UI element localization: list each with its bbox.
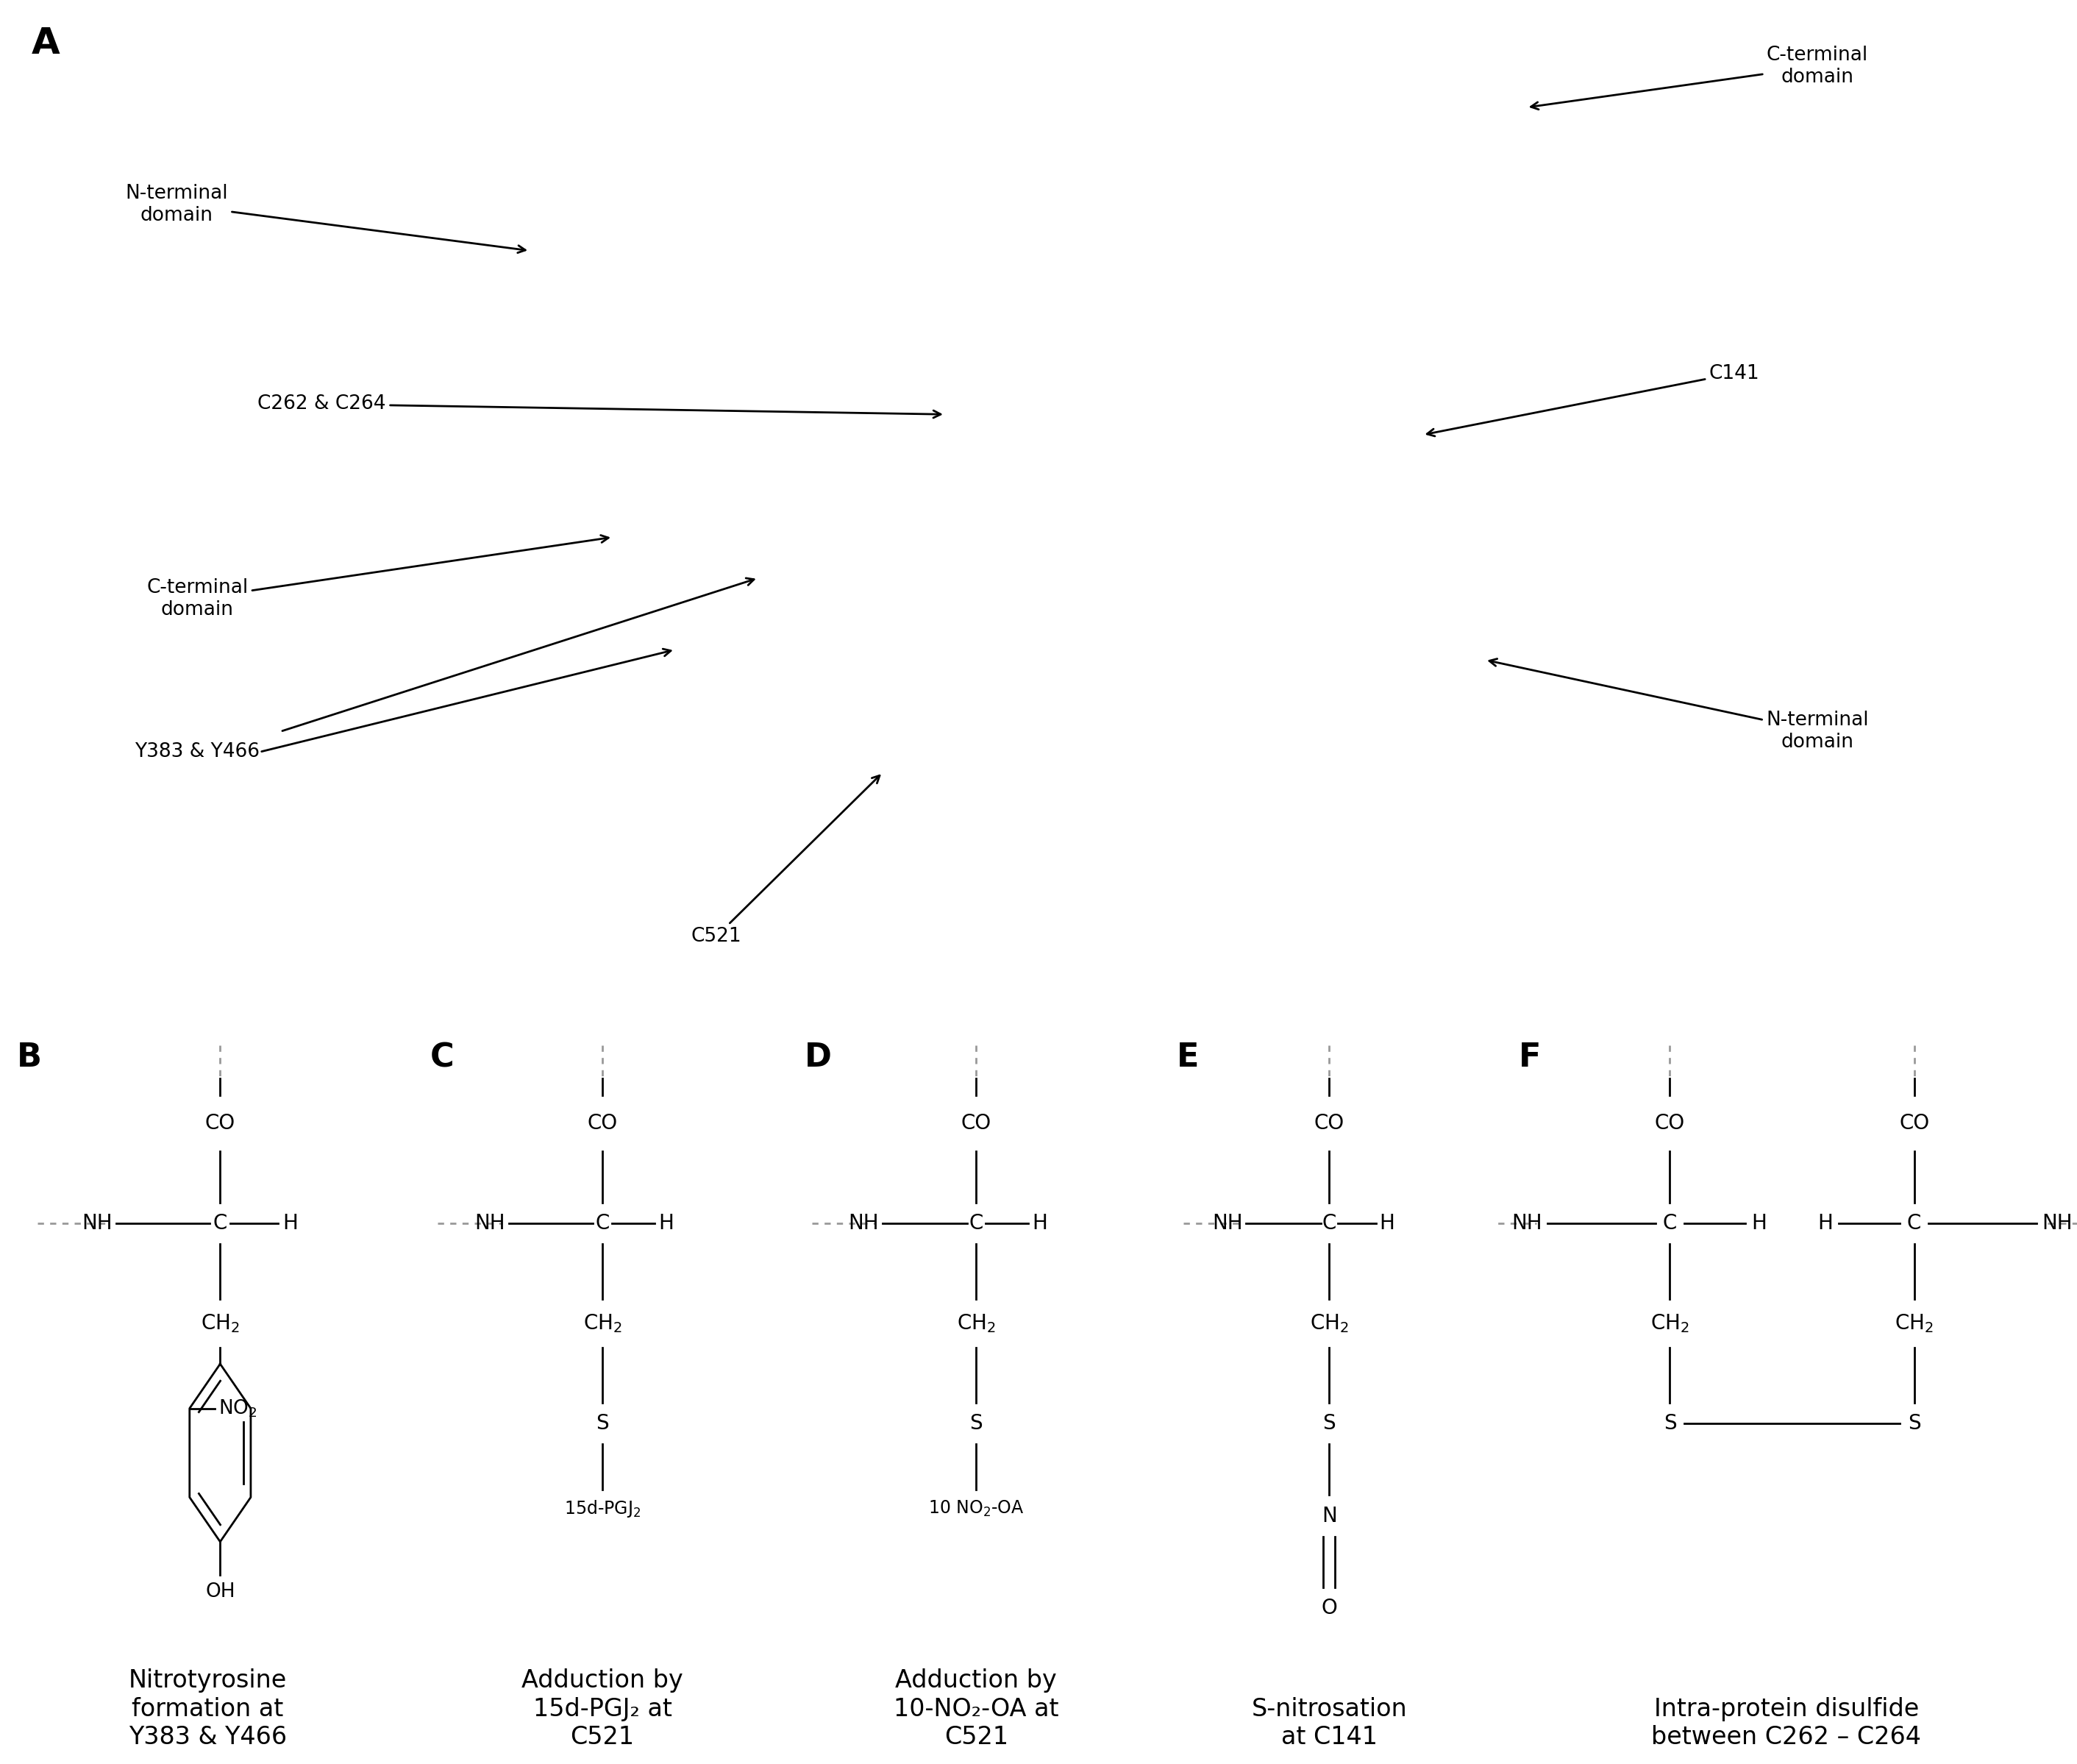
Text: NH: NH (847, 1214, 879, 1233)
Text: S-nitrosation
at C141: S-nitrosation at C141 (1252, 1697, 1406, 1750)
Text: H: H (1817, 1214, 1832, 1233)
Text: NH: NH (2042, 1214, 2073, 1233)
Text: CO: CO (206, 1113, 235, 1134)
Text: Y383 & Y466: Y383 & Y466 (135, 743, 260, 762)
Text: CO: CO (1315, 1113, 1344, 1134)
Text: NH: NH (1512, 1214, 1541, 1233)
Text: 10 NO$_2$-OA: 10 NO$_2$-OA (928, 1499, 1024, 1519)
Text: CH$_2$: CH$_2$ (201, 1312, 239, 1334)
Text: CH$_2$: CH$_2$ (957, 1312, 995, 1334)
Text: C-terminal
domain: C-terminal domain (1531, 46, 1867, 109)
Text: S: S (1323, 1413, 1336, 1434)
Text: CO: CO (1655, 1113, 1684, 1134)
Text: F: F (1518, 1041, 1541, 1073)
Text: NO$_2$: NO$_2$ (218, 1397, 258, 1418)
Text: CO: CO (1898, 1113, 1930, 1134)
Text: S: S (1664, 1413, 1676, 1434)
Text: C: C (970, 1214, 982, 1233)
Text: NH: NH (1213, 1214, 1242, 1233)
Text: C262 & C264: C262 & C264 (258, 395, 941, 418)
Text: D: D (804, 1041, 831, 1073)
Text: CH$_2$: CH$_2$ (1651, 1312, 1689, 1334)
Text: N-terminal
domain: N-terminal domain (125, 183, 525, 252)
Text: S: S (1907, 1413, 1921, 1434)
Text: C: C (1664, 1214, 1676, 1233)
Text: S: S (596, 1413, 609, 1434)
Text: B: B (17, 1041, 42, 1073)
Text: CH$_2$: CH$_2$ (584, 1312, 621, 1334)
Text: NH: NH (81, 1214, 112, 1233)
Text: A: A (31, 25, 60, 62)
Text: CO: CO (588, 1113, 617, 1134)
Text: N: N (1321, 1505, 1338, 1526)
Text: S: S (970, 1413, 982, 1434)
Text: H: H (1032, 1214, 1047, 1233)
Text: C: C (596, 1214, 609, 1233)
Text: H: H (1751, 1214, 1768, 1233)
Text: C521: C521 (692, 776, 881, 946)
Text: H: H (1379, 1214, 1394, 1233)
Text: OH: OH (206, 1582, 235, 1602)
Text: CO: CO (962, 1113, 991, 1134)
Text: O: O (1321, 1598, 1338, 1619)
Text: C: C (430, 1041, 455, 1073)
Text: H: H (658, 1214, 673, 1233)
Text: CH$_2$: CH$_2$ (1894, 1312, 1934, 1334)
Text: Adduction by
10-NO₂-OA at
C521: Adduction by 10-NO₂-OA at C521 (893, 1669, 1059, 1750)
Text: C: C (214, 1214, 226, 1233)
Text: 15d-PGJ$_2$: 15d-PGJ$_2$ (565, 1498, 640, 1519)
Text: E: E (1176, 1041, 1198, 1073)
Text: C141: C141 (1427, 363, 1759, 436)
Text: Nitrotyrosine
formation at
Y383 & Y466: Nitrotyrosine formation at Y383 & Y466 (129, 1669, 287, 1750)
Text: C: C (1323, 1214, 1336, 1233)
Text: C: C (1907, 1214, 1921, 1233)
Text: N-terminal
domain: N-terminal domain (1489, 658, 1869, 751)
Text: Intra-protein disulfide
between C262 – C264: Intra-protein disulfide between C262 – C… (1651, 1697, 1921, 1750)
Text: C-terminal
domain: C-terminal domain (147, 534, 609, 619)
Text: CH$_2$: CH$_2$ (1311, 1312, 1348, 1334)
Text: Adduction by
15d-PGJ₂ at
C521: Adduction by 15d-PGJ₂ at C521 (521, 1669, 683, 1750)
Text: NH: NH (474, 1214, 505, 1233)
Text: H: H (282, 1214, 297, 1233)
